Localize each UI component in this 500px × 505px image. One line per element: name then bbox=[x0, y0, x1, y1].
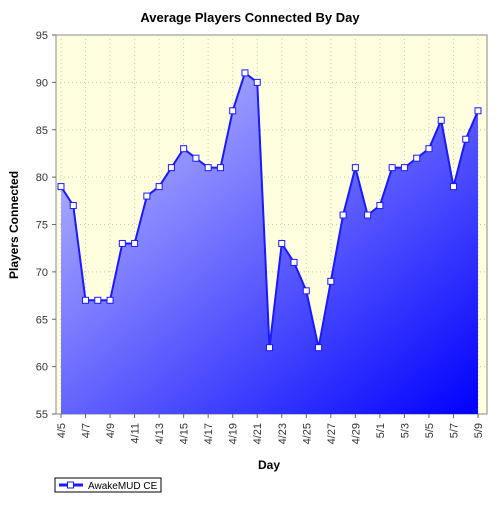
data-point bbox=[425, 145, 433, 153]
data-point bbox=[229, 107, 237, 115]
x-tick-label: 4/5 bbox=[56, 423, 68, 438]
data-point bbox=[449, 183, 457, 191]
data-point bbox=[364, 211, 372, 219]
y-tick-label: 65 bbox=[36, 314, 48, 326]
x-axis-label: Day bbox=[258, 458, 280, 472]
data-point bbox=[351, 164, 359, 172]
x-tick-label: 4/29 bbox=[350, 423, 362, 444]
y-tick-label: 75 bbox=[36, 220, 48, 232]
x-tick-label: 4/27 bbox=[326, 423, 338, 444]
data-point bbox=[339, 211, 347, 219]
data-point bbox=[413, 154, 421, 162]
x-tick-label: 4/21 bbox=[252, 423, 264, 444]
legend-box bbox=[54, 477, 162, 493]
x-tick-label: 4/11 bbox=[130, 423, 142, 444]
chart-title: Average Players Connected By Day bbox=[140, 10, 360, 25]
data-point bbox=[94, 296, 102, 304]
data-point bbox=[327, 277, 335, 285]
data-point bbox=[253, 78, 261, 86]
x-tick-label: 5/3 bbox=[399, 423, 411, 438]
y-axis-label: Players Connected bbox=[7, 171, 21, 279]
data-point bbox=[167, 164, 175, 172]
legend-label: AwakeMUD CE bbox=[88, 481, 158, 492]
data-point bbox=[241, 69, 249, 77]
data-point bbox=[82, 296, 90, 304]
x-tick-label: 4/23 bbox=[277, 423, 289, 444]
x-tick-label: 5/9 bbox=[473, 423, 485, 438]
data-point bbox=[278, 239, 286, 247]
y-tick-label: 70 bbox=[36, 267, 48, 279]
data-point bbox=[118, 239, 126, 247]
data-point bbox=[388, 164, 396, 172]
legend: AwakeMUD CE bbox=[54, 477, 162, 493]
legend-swatch-marker bbox=[67, 481, 74, 489]
y-tick-label: 55 bbox=[36, 409, 48, 421]
data-point bbox=[315, 344, 323, 352]
x-tick-label: 4/19 bbox=[228, 423, 240, 444]
data-point bbox=[462, 135, 470, 143]
data-point bbox=[69, 202, 77, 210]
data-point bbox=[400, 164, 408, 172]
data-point bbox=[155, 183, 163, 191]
x-tick-label: 4/15 bbox=[179, 423, 191, 444]
data-point bbox=[266, 344, 273, 352]
x-tick-label: 4/25 bbox=[301, 423, 313, 444]
data-point bbox=[143, 192, 151, 200]
x-tick-label: 5/7 bbox=[448, 423, 460, 438]
data-point bbox=[192, 154, 200, 162]
x-tick-label: 5/5 bbox=[424, 423, 436, 438]
data-point bbox=[204, 164, 212, 172]
data-point bbox=[376, 202, 384, 210]
data-point bbox=[474, 107, 482, 115]
y-axis: 55 60 65 70 75 80 85 90 95 bbox=[36, 30, 56, 421]
data-point bbox=[106, 296, 114, 304]
data-point bbox=[302, 287, 310, 295]
y-tick-label: 90 bbox=[36, 77, 48, 89]
x-axis: 4/5 4/7 4/9 4/11 4/13 4/15 4/17 4/19 4/21 4/23 4/2… bbox=[56, 414, 485, 444]
data-point bbox=[57, 183, 65, 191]
data-point bbox=[290, 258, 298, 266]
data-point bbox=[216, 164, 224, 172]
x-tick-label: 4/17 bbox=[203, 423, 215, 444]
y-tick-label: 60 bbox=[36, 362, 48, 374]
y-tick-label: 85 bbox=[36, 125, 48, 137]
x-tick-label: 4/13 bbox=[154, 423, 166, 444]
y-tick-label: 80 bbox=[36, 172, 48, 184]
x-tick-label: 4/7 bbox=[81, 423, 93, 438]
x-tick-label: 4/9 bbox=[105, 423, 117, 438]
y-tick-label: 95 bbox=[36, 30, 48, 42]
series-markers bbox=[57, 69, 482, 352]
data-point bbox=[437, 116, 445, 124]
series-area-fill bbox=[61, 72, 478, 415]
data-point bbox=[131, 239, 139, 247]
x-tick-label: 5/1 bbox=[375, 423, 387, 438]
data-point bbox=[180, 145, 188, 153]
